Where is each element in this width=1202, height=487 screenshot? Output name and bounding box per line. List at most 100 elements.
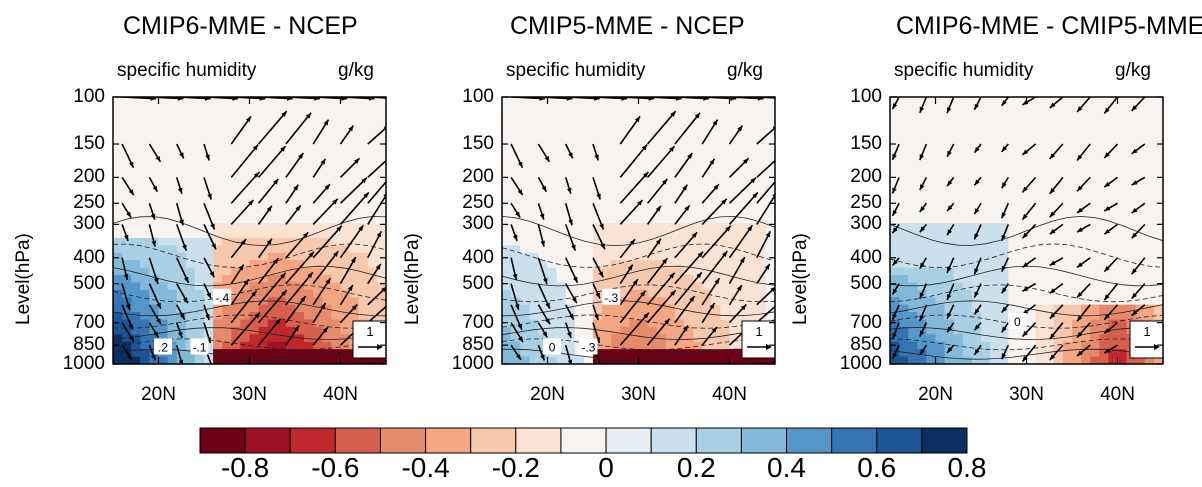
field-cell xyxy=(511,252,521,261)
field-cell xyxy=(629,341,640,350)
wind-arrowhead xyxy=(125,303,131,310)
field-cell xyxy=(140,134,150,143)
field-cell xyxy=(285,267,296,276)
field-cell xyxy=(971,111,982,120)
field-cell xyxy=(194,319,205,328)
field-cell xyxy=(981,215,991,224)
field-cell xyxy=(711,141,721,150)
field-cell xyxy=(647,349,658,358)
field-cell xyxy=(602,341,612,350)
field-cell xyxy=(602,163,612,172)
field-cell xyxy=(981,282,991,291)
field-cell xyxy=(720,223,731,232)
field-cell xyxy=(295,304,305,313)
field-cell xyxy=(149,119,160,128)
field-cell xyxy=(1026,297,1037,306)
wind-arrowhead xyxy=(320,302,326,309)
field-cell xyxy=(583,334,594,343)
wind-arrowhead xyxy=(1077,154,1083,161)
field-cell xyxy=(990,230,1000,239)
field-cell xyxy=(583,163,594,172)
field-cell xyxy=(574,334,585,343)
field-cell xyxy=(258,267,269,276)
wind-arrowhead xyxy=(1131,207,1138,213)
field-cell xyxy=(520,334,530,343)
field-cell xyxy=(1017,97,1028,106)
field-cell xyxy=(971,126,982,135)
field-cell xyxy=(140,356,150,364)
field-cell xyxy=(1072,252,1082,261)
field-cell xyxy=(131,282,141,291)
field-cell xyxy=(720,260,731,269)
colorbar-swatch xyxy=(244,427,291,454)
field-cell xyxy=(647,237,658,246)
field-cell xyxy=(313,245,323,254)
field-cell xyxy=(538,312,549,321)
field-cell xyxy=(1062,341,1073,350)
field-cell xyxy=(556,312,567,321)
field-cell xyxy=(285,326,296,335)
field-cell xyxy=(1153,171,1163,180)
field-cell xyxy=(167,252,178,261)
y-tick-label: 250 xyxy=(73,192,105,214)
field-cell xyxy=(322,171,332,180)
wind-arrowhead xyxy=(333,251,339,257)
wind-arrowhead xyxy=(280,272,286,279)
field-cell xyxy=(222,304,232,313)
field-cell xyxy=(926,260,937,269)
field-cell xyxy=(140,252,150,261)
field-cell xyxy=(113,104,123,113)
field-cell xyxy=(1108,171,1119,180)
field-cell xyxy=(185,126,196,135)
field-cell xyxy=(304,267,314,276)
field-cell xyxy=(926,230,937,239)
field-cell xyxy=(1017,141,1028,150)
field-cell xyxy=(574,304,585,313)
field-cell xyxy=(665,134,676,143)
field-cell xyxy=(349,178,360,187)
wind-arrowhead xyxy=(641,144,648,151)
field-cell xyxy=(376,267,386,276)
field-cell xyxy=(358,260,369,269)
field-cell xyxy=(908,163,918,172)
field-cell xyxy=(1062,119,1073,128)
field-cell xyxy=(1108,193,1119,202)
field-cell xyxy=(890,119,900,128)
field-cell xyxy=(953,171,964,180)
field-cell xyxy=(611,178,621,187)
field-cell xyxy=(194,275,205,284)
field-cell xyxy=(1017,304,1028,313)
field-cell xyxy=(1044,126,1055,135)
field-cell xyxy=(711,178,721,187)
field-cell xyxy=(1072,312,1082,321)
wind-arrowhead xyxy=(350,257,356,264)
contour-line xyxy=(502,314,775,329)
field-cell xyxy=(1044,341,1055,350)
field-cell xyxy=(520,252,530,261)
field-cell xyxy=(674,200,685,209)
field-cell xyxy=(720,208,731,217)
field-cell xyxy=(711,208,721,217)
wind-arrowhead xyxy=(266,238,272,245)
field-cell xyxy=(999,252,1009,261)
field-cell xyxy=(999,312,1009,321)
field-cell xyxy=(520,111,530,120)
field-cell xyxy=(1117,208,1128,217)
field-cell xyxy=(1044,171,1055,180)
wind-arrowhead xyxy=(683,325,689,332)
wind-arrowhead xyxy=(266,205,272,212)
field-cell xyxy=(1008,97,1018,106)
field-cell xyxy=(593,104,603,113)
field-cell xyxy=(944,252,955,261)
field-cell xyxy=(547,297,558,306)
field-cell xyxy=(1035,326,1046,335)
field-cell xyxy=(702,156,712,165)
field-cell xyxy=(1108,319,1119,328)
field-cell xyxy=(1153,215,1163,224)
field-cell xyxy=(729,326,740,335)
field-cell xyxy=(1017,289,1028,298)
colorbar-swatch xyxy=(605,427,652,454)
field-cell xyxy=(593,319,603,328)
field-cell xyxy=(756,304,767,313)
field-cell xyxy=(149,275,160,284)
